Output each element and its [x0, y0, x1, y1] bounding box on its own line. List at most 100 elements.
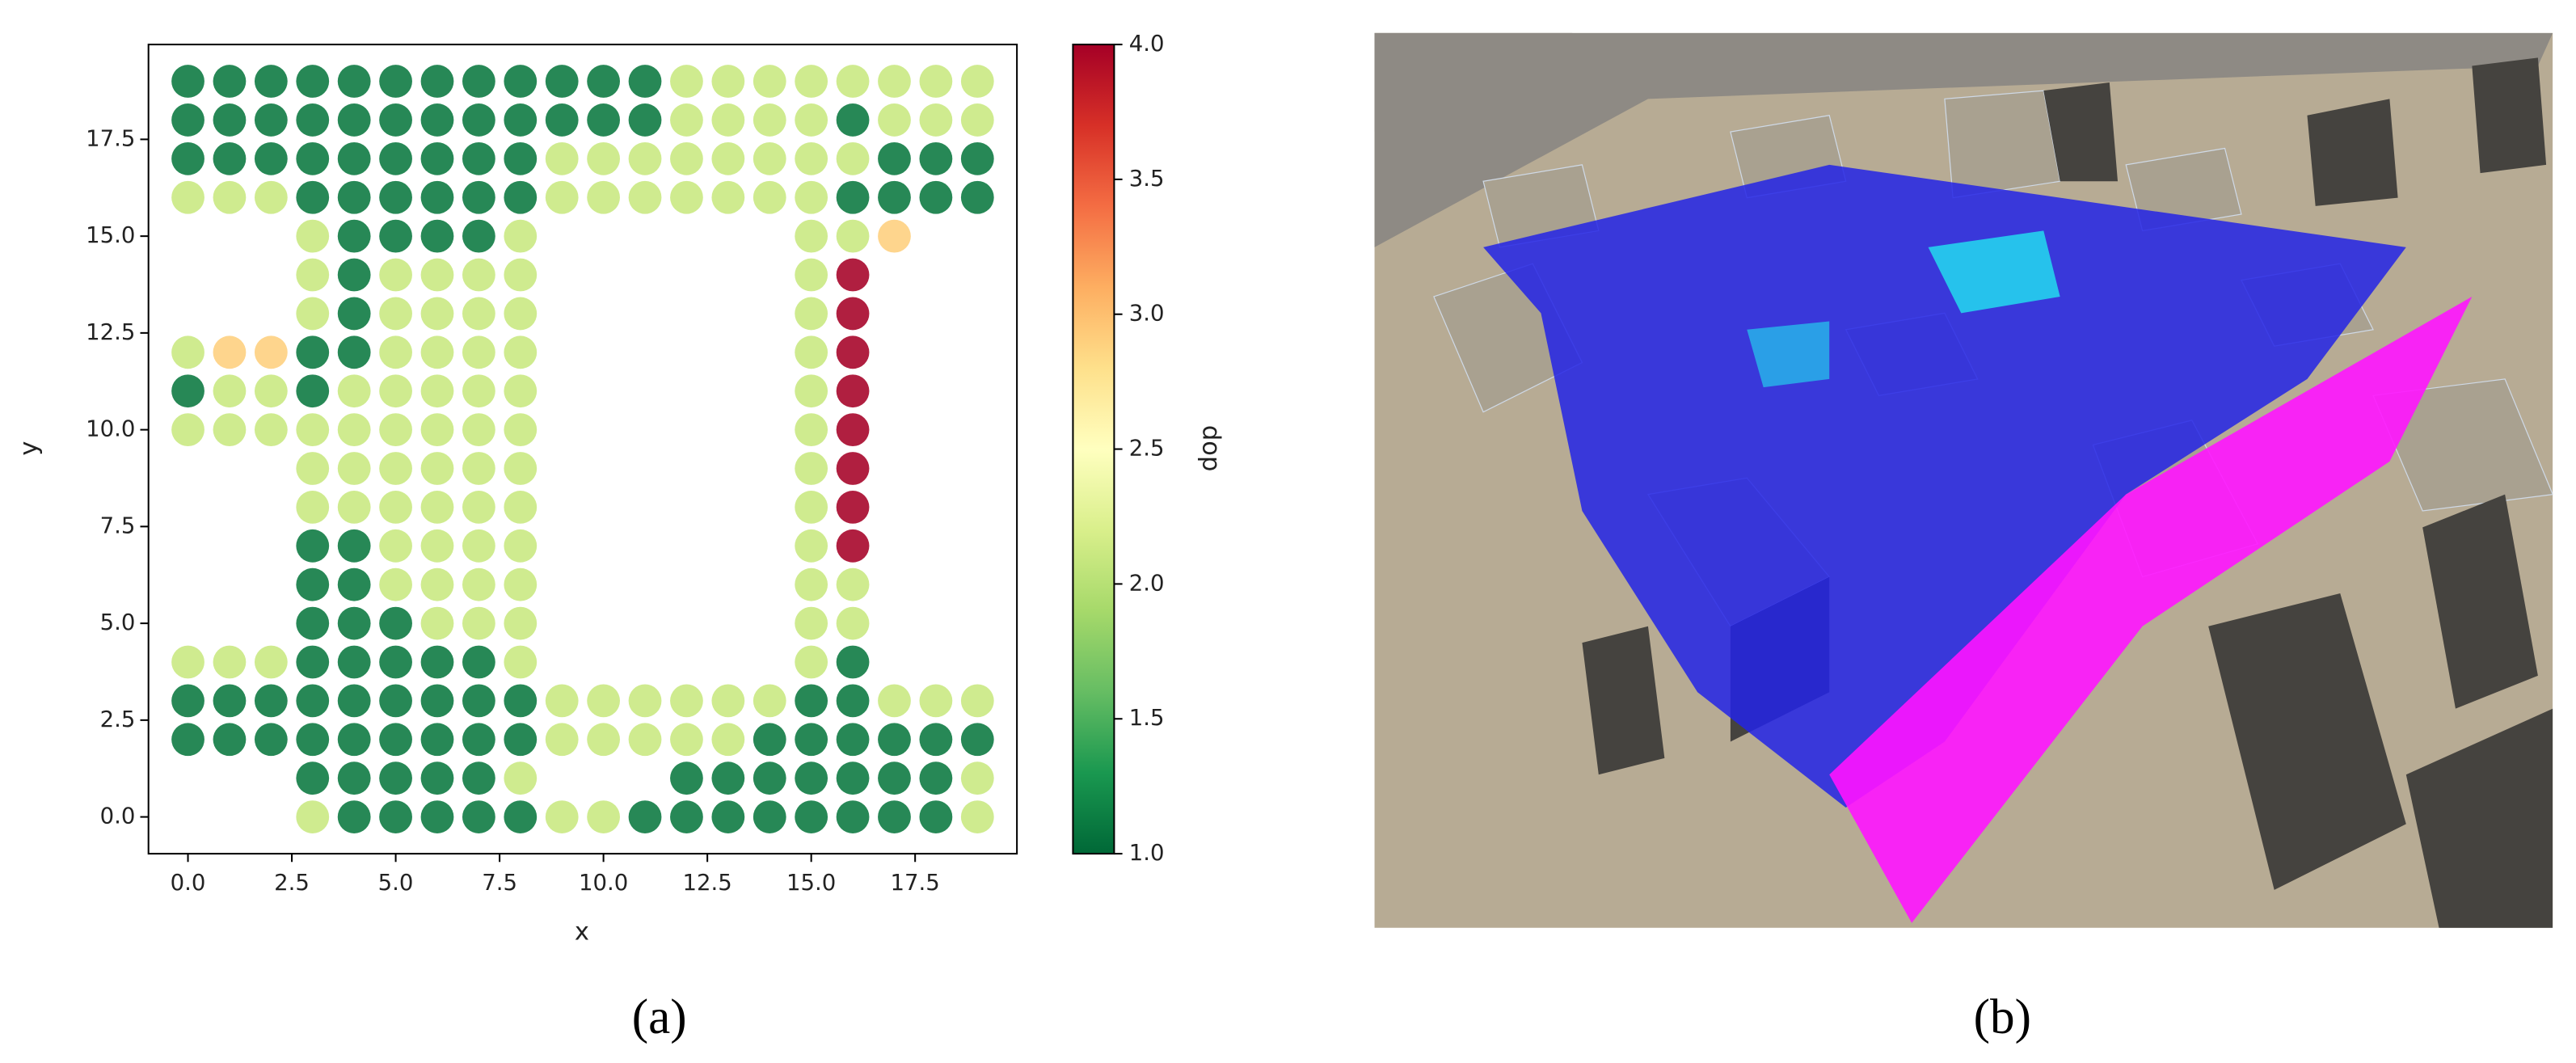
- point: [296, 723, 330, 757]
- x-tick-label: 17.5: [891, 870, 940, 896]
- x-tick-label: 15.0: [786, 870, 836, 896]
- point: [337, 529, 371, 563]
- point: [254, 180, 288, 214]
- point: [628, 800, 662, 833]
- x-tick-label: 2.5: [274, 870, 310, 896]
- point: [337, 141, 371, 175]
- point: [337, 491, 371, 524]
- point: [628, 684, 662, 718]
- point: [462, 723, 495, 757]
- point: [213, 374, 247, 408]
- point: [337, 374, 371, 408]
- point: [296, 567, 330, 601]
- point: [462, 452, 495, 485]
- point: [337, 761, 371, 795]
- point: [670, 800, 703, 833]
- point: [296, 452, 330, 485]
- point: [711, 761, 745, 795]
- point: [836, 606, 870, 640]
- point: [795, 452, 828, 485]
- point: [171, 65, 204, 98]
- point: [296, 180, 330, 214]
- point: [753, 180, 786, 214]
- point: [919, 103, 953, 137]
- point: [379, 606, 412, 640]
- point: [296, 335, 330, 369]
- render-panel: [1374, 32, 2553, 928]
- point: [254, 413, 288, 447]
- point: [379, 491, 412, 524]
- point: [296, 800, 330, 833]
- point: [836, 258, 870, 292]
- point: [504, 491, 538, 524]
- point: [254, 65, 288, 98]
- point: [462, 491, 495, 524]
- y-tick-label: 5.0: [100, 610, 136, 635]
- point: [545, 180, 579, 214]
- point: [254, 374, 288, 408]
- y-tick-label: 15.0: [86, 222, 135, 248]
- point: [171, 684, 204, 718]
- point: [504, 103, 538, 137]
- colorbar-tick-label: 3.5: [1129, 166, 1165, 192]
- point: [960, 180, 994, 214]
- point: [379, 141, 412, 175]
- point: [504, 645, 538, 679]
- point: [462, 529, 495, 563]
- point: [836, 491, 870, 524]
- point: [545, 141, 579, 175]
- colorbar-tick-label: 2.0: [1129, 570, 1165, 596]
- point: [628, 141, 662, 175]
- point: [254, 723, 288, 757]
- point: [587, 103, 621, 137]
- x-tick-label: 7.5: [482, 870, 517, 896]
- point: [462, 219, 495, 253]
- point: [420, 723, 454, 757]
- point: [420, 684, 454, 718]
- point: [836, 180, 870, 214]
- point: [337, 645, 371, 679]
- point: [379, 374, 412, 408]
- x-axis-label: x: [575, 917, 589, 946]
- point: [628, 723, 662, 757]
- point: [504, 180, 538, 214]
- point: [960, 723, 994, 757]
- point: [296, 374, 330, 408]
- point: [213, 180, 247, 214]
- point: [504, 258, 538, 292]
- point: [878, 723, 911, 757]
- point: [337, 103, 371, 137]
- point: [379, 103, 412, 137]
- point: [420, 452, 454, 485]
- point: [462, 413, 495, 447]
- point: [836, 723, 870, 757]
- point: [296, 761, 330, 795]
- point: [960, 103, 994, 137]
- point: [420, 645, 454, 679]
- point: [753, 761, 786, 795]
- point: [878, 141, 911, 175]
- point: [670, 103, 703, 137]
- point: [420, 606, 454, 640]
- point: [836, 567, 870, 601]
- point: [504, 413, 538, 447]
- point: [545, 800, 579, 833]
- point: [337, 723, 371, 757]
- point: [462, 335, 495, 369]
- point: [628, 103, 662, 137]
- caption-b: (b): [1974, 989, 2031, 1044]
- point: [504, 567, 538, 601]
- caption-a: (a): [632, 989, 687, 1044]
- colorbar-label: dop: [1195, 425, 1223, 472]
- point: [919, 65, 953, 98]
- point: [213, 413, 247, 447]
- point: [462, 567, 495, 601]
- point: [254, 684, 288, 718]
- point: [379, 800, 412, 833]
- point: [296, 645, 330, 679]
- point: [171, 335, 204, 369]
- point: [878, 219, 911, 253]
- point: [420, 491, 454, 524]
- point: [296, 491, 330, 524]
- point: [171, 413, 204, 447]
